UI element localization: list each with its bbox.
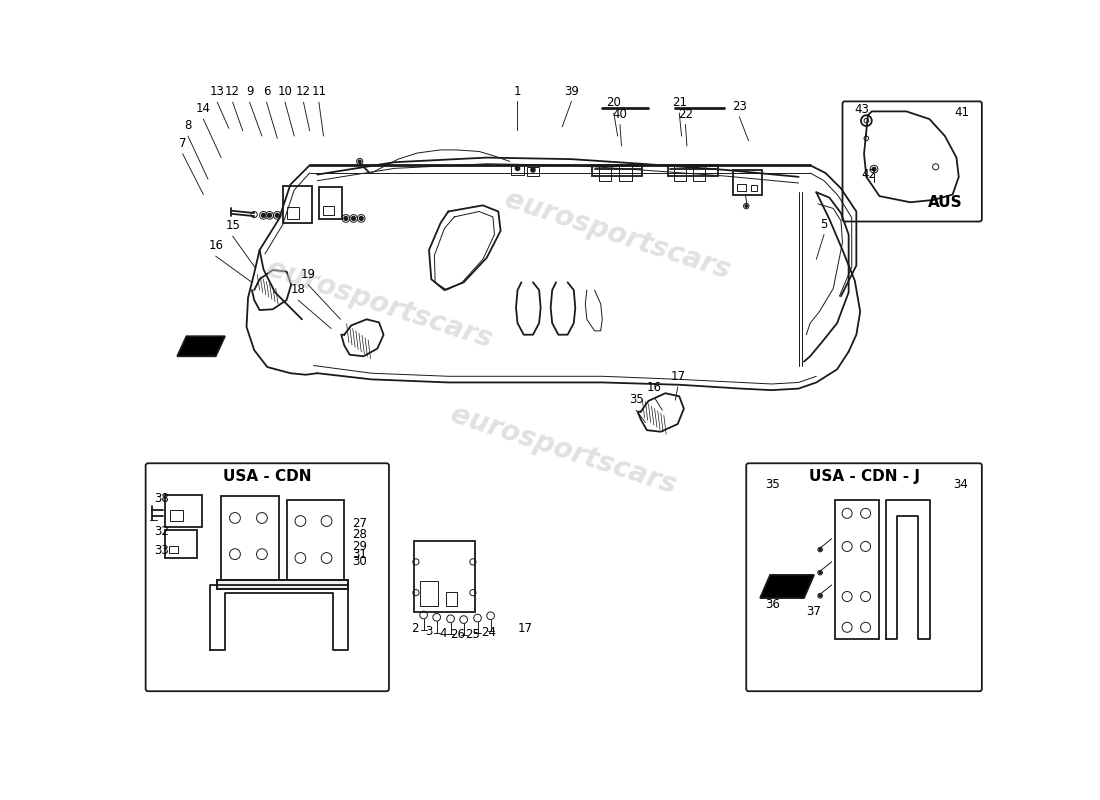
Circle shape — [872, 168, 876, 170]
FancyBboxPatch shape — [746, 463, 982, 691]
Text: 8: 8 — [185, 119, 191, 132]
Text: 35: 35 — [629, 394, 644, 406]
Bar — [600, 166, 612, 181]
Circle shape — [360, 217, 363, 220]
Text: 38: 38 — [154, 492, 169, 506]
Bar — [835, 500, 880, 639]
Text: 42: 42 — [861, 168, 877, 181]
Bar — [221, 496, 279, 581]
Text: 41: 41 — [955, 106, 969, 119]
Bar — [512, 166, 524, 174]
Text: 21: 21 — [672, 96, 686, 109]
Text: 36: 36 — [766, 598, 780, 610]
Bar — [165, 495, 202, 527]
Bar — [169, 510, 184, 521]
Bar — [737, 184, 746, 191]
Text: 6: 6 — [263, 86, 271, 98]
Text: 5: 5 — [821, 218, 827, 230]
Text: 18: 18 — [290, 283, 306, 296]
Text: 9: 9 — [245, 86, 253, 98]
Text: 39: 39 — [564, 85, 579, 98]
Bar — [668, 166, 717, 176]
Bar — [168, 546, 178, 554]
Text: 16: 16 — [208, 239, 223, 252]
Text: 20: 20 — [606, 96, 621, 109]
Bar — [733, 170, 762, 194]
Bar — [322, 206, 333, 215]
Circle shape — [531, 168, 535, 172]
Text: eurosportscars: eurosportscars — [263, 254, 495, 354]
Text: 15: 15 — [226, 219, 240, 232]
Bar — [674, 166, 686, 181]
Circle shape — [820, 549, 821, 550]
Text: 22: 22 — [678, 108, 693, 121]
Circle shape — [746, 205, 747, 207]
Text: 32: 32 — [154, 525, 169, 538]
Text: 24: 24 — [481, 626, 496, 639]
Text: 23: 23 — [732, 100, 747, 113]
Bar — [446, 592, 456, 606]
Text: eurosportscars: eurosportscars — [502, 185, 734, 284]
Text: 10: 10 — [277, 86, 293, 98]
FancyBboxPatch shape — [843, 102, 982, 222]
Bar — [283, 186, 312, 223]
Bar — [414, 541, 475, 612]
Bar — [527, 167, 539, 176]
FancyBboxPatch shape — [145, 463, 389, 691]
Text: 33: 33 — [154, 544, 169, 557]
Text: 29: 29 — [352, 540, 367, 553]
Text: 31: 31 — [352, 548, 367, 561]
Bar — [619, 166, 631, 181]
Bar — [286, 207, 299, 219]
Text: 28: 28 — [352, 529, 367, 542]
Text: 2: 2 — [411, 622, 419, 635]
Text: 7: 7 — [179, 137, 186, 150]
Circle shape — [344, 217, 348, 220]
Text: 34: 34 — [953, 478, 968, 491]
Text: 12: 12 — [296, 86, 311, 98]
Text: 17: 17 — [517, 622, 532, 635]
Circle shape — [516, 166, 519, 170]
Text: 16: 16 — [647, 381, 662, 394]
Text: 25: 25 — [465, 629, 481, 642]
Text: 12: 12 — [226, 86, 240, 98]
Bar — [218, 579, 348, 589]
Text: 13: 13 — [210, 86, 224, 98]
Circle shape — [276, 214, 279, 217]
Bar — [319, 187, 342, 219]
Circle shape — [352, 217, 355, 220]
Text: 43: 43 — [855, 102, 869, 115]
Text: 3: 3 — [426, 626, 432, 638]
Text: 14: 14 — [196, 102, 211, 115]
Text: 4: 4 — [439, 627, 447, 640]
Text: 11: 11 — [311, 86, 327, 98]
Text: 37: 37 — [806, 606, 822, 618]
Text: 30: 30 — [352, 555, 366, 568]
Text: USA - CDN - J: USA - CDN - J — [808, 469, 920, 484]
Circle shape — [820, 595, 821, 597]
Text: 19: 19 — [300, 268, 316, 281]
Bar — [751, 186, 757, 191]
Bar — [693, 166, 705, 181]
Text: 40: 40 — [613, 108, 627, 121]
Circle shape — [268, 214, 272, 217]
Polygon shape — [177, 336, 224, 356]
Text: eurosportscars: eurosportscars — [448, 401, 680, 500]
Text: USA - CDN: USA - CDN — [223, 469, 311, 484]
Text: 27: 27 — [352, 517, 367, 530]
Bar — [286, 500, 344, 589]
Circle shape — [359, 160, 361, 162]
Bar — [218, 579, 348, 589]
Text: 1: 1 — [514, 85, 521, 98]
Bar — [165, 530, 197, 558]
Circle shape — [262, 214, 265, 217]
Bar — [420, 581, 438, 606]
Text: 35: 35 — [766, 478, 780, 491]
Text: 17: 17 — [670, 370, 685, 383]
Polygon shape — [760, 575, 814, 598]
Circle shape — [820, 572, 821, 574]
Bar — [592, 166, 642, 176]
Text: 26: 26 — [450, 629, 465, 642]
Text: AUS: AUS — [928, 195, 962, 210]
